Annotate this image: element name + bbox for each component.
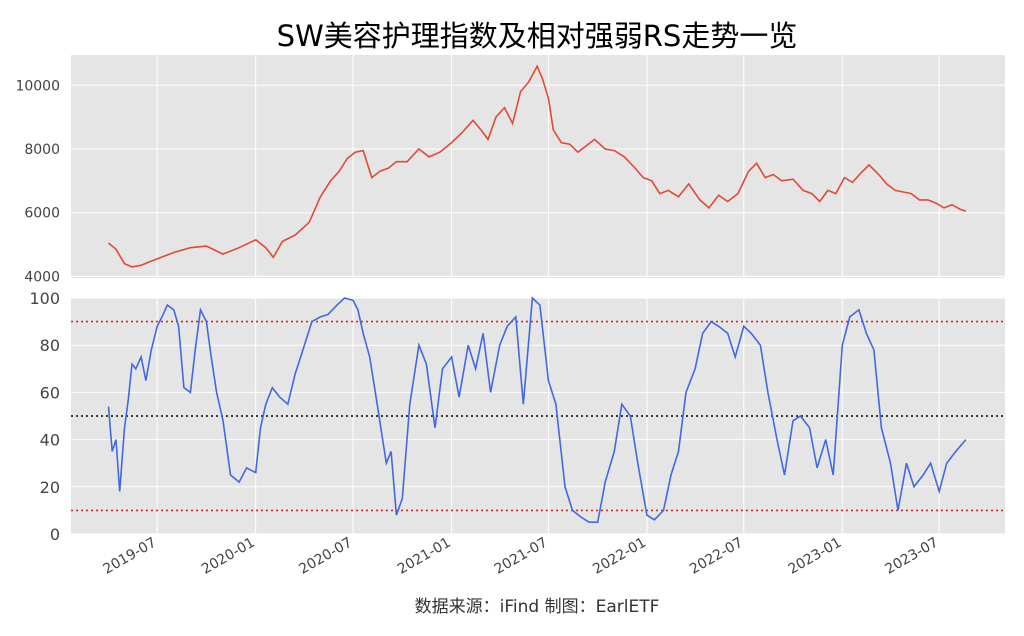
x-tick-label: 2020-01 (199, 535, 258, 578)
rs-y-tick-labels: 0 20 40 60 80 100 (29, 289, 60, 544)
index-y-tick-label: 8000 (24, 142, 60, 158)
index-y-tick-label: 4000 (24, 269, 60, 285)
index-y-tick-label: 6000 (24, 206, 60, 222)
index-panel-grid (71, 55, 1005, 278)
x-tick-label: 2022-01 (590, 535, 649, 578)
index-y-tick-labels: 4000 6000 8000 10000 (15, 78, 60, 285)
x-tick-label: 2019-07 (101, 535, 160, 578)
x-tick-labels: 2019-07 2020-01 2020-07 2021-01 2021-07 2022-… (101, 535, 942, 578)
x-tick-label: 2022-07 (687, 535, 746, 578)
rs-panel-grid (71, 297, 1005, 535)
rs-y-tick-label: 0 (50, 525, 60, 544)
x-tick-label: 2023-01 (786, 535, 845, 578)
chart-footer-source: 数据来源：iFind 制图：EarlETF (415, 597, 660, 617)
index-y-tick-label: 10000 (15, 78, 60, 94)
index-panel-background (71, 55, 1005, 278)
rs-reference-lines (71, 320, 1005, 512)
rs-y-tick-label: 100 (29, 289, 60, 308)
rs-y-tick-label: 60 (40, 383, 60, 402)
x-tick-label: 2020-07 (296, 535, 355, 578)
index-series-line (107, 64, 967, 268)
chart-title: SW美容护理指数及相对强弱RS走势一览 (277, 19, 798, 53)
x-tick-label: 2023-07 (883, 535, 942, 578)
x-tick-label: 2021-07 (492, 535, 551, 578)
x-tick-label: 2021-01 (395, 535, 454, 578)
rs-y-tick-label: 20 (40, 478, 60, 497)
rs-y-tick-label: 80 (40, 336, 60, 355)
rs-y-tick-label: 40 (40, 431, 60, 450)
rs-series-line (107, 296, 967, 523)
